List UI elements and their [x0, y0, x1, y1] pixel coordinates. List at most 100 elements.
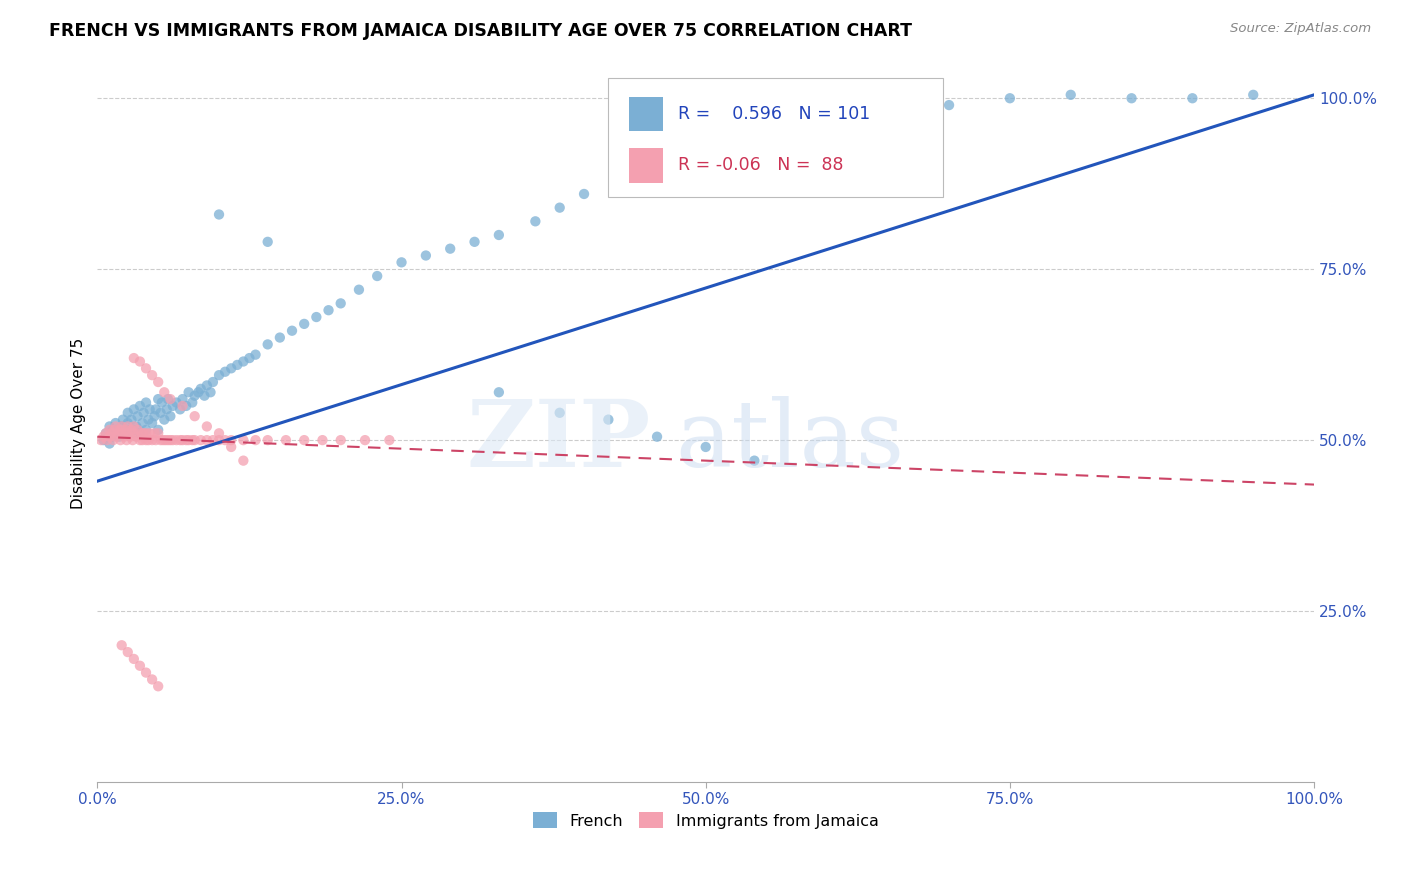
Point — [94, 426, 117, 441]
Point — [122, 419, 145, 434]
Point — [125, 419, 148, 434]
Point — [366, 268, 388, 283]
Point — [159, 409, 181, 424]
Point — [744, 453, 766, 467]
Point — [112, 430, 135, 444]
Point — [145, 402, 167, 417]
Point — [172, 433, 194, 447]
Point — [169, 402, 191, 417]
Point — [155, 433, 177, 447]
Legend: French, Immigrants from Jamaica: French, Immigrants from Jamaica — [526, 805, 884, 835]
Point — [129, 426, 152, 441]
Point — [111, 419, 134, 434]
Point — [548, 406, 571, 420]
Point — [115, 433, 138, 447]
Point — [183, 409, 205, 424]
Point — [143, 426, 166, 441]
Point — [183, 433, 205, 447]
Point — [110, 433, 132, 447]
Point — [108, 430, 131, 444]
Point — [98, 430, 121, 444]
Point — [488, 385, 510, 400]
Point — [149, 433, 172, 447]
Point — [141, 673, 163, 687]
Point — [464, 235, 486, 249]
Point — [378, 433, 401, 447]
Point — [226, 358, 249, 372]
Point — [305, 310, 328, 324]
Point — [117, 419, 139, 434]
Point — [201, 433, 224, 447]
Point — [187, 385, 209, 400]
Point — [148, 423, 170, 437]
Point — [93, 430, 115, 444]
Point — [181, 395, 204, 409]
Point — [141, 368, 163, 383]
Point — [208, 426, 231, 441]
Point — [174, 399, 197, 413]
Point — [645, 160, 668, 174]
Point — [190, 382, 212, 396]
Point — [132, 406, 155, 420]
Point — [104, 419, 127, 434]
Point — [148, 392, 170, 406]
Point — [111, 638, 134, 652]
Point — [172, 392, 194, 406]
Point — [132, 426, 155, 441]
Point — [127, 409, 149, 424]
Point — [101, 423, 124, 437]
Point — [311, 433, 333, 447]
Point — [718, 139, 741, 153]
Point — [101, 433, 124, 447]
Point — [149, 406, 172, 420]
FancyBboxPatch shape — [628, 97, 664, 131]
Point — [1060, 87, 1083, 102]
Point — [107, 426, 129, 441]
Point — [156, 402, 179, 417]
Point — [1241, 87, 1264, 102]
Point — [120, 426, 142, 441]
Point — [96, 433, 118, 447]
Point — [488, 227, 510, 242]
Point — [695, 440, 717, 454]
Point — [193, 389, 215, 403]
Point — [200, 385, 222, 400]
Point — [354, 433, 377, 447]
Point — [598, 412, 620, 426]
Point — [274, 433, 297, 447]
Point — [415, 248, 437, 262]
Point — [98, 419, 121, 434]
Text: R =    0.596   N = 101: R = 0.596 N = 101 — [678, 105, 870, 123]
Point — [117, 426, 139, 441]
Point — [792, 125, 814, 139]
Point — [177, 385, 200, 400]
Point — [98, 436, 121, 450]
Point — [117, 416, 139, 430]
Point — [219, 361, 242, 376]
Point — [165, 433, 187, 447]
Point — [148, 375, 170, 389]
Point — [329, 433, 352, 447]
Point — [111, 412, 134, 426]
Point — [127, 423, 149, 437]
Point — [145, 433, 167, 447]
Point — [122, 652, 145, 666]
Point — [135, 423, 157, 437]
Point — [865, 112, 887, 126]
Point — [156, 433, 179, 447]
Point — [682, 145, 704, 160]
Point — [125, 430, 148, 444]
Text: FRENCH VS IMMIGRANTS FROM JAMAICA DISABILITY AGE OVER 75 CORRELATION CHART: FRENCH VS IMMIGRANTS FROM JAMAICA DISABI… — [49, 22, 912, 40]
Point — [104, 416, 127, 430]
Point — [169, 433, 191, 447]
Point — [214, 365, 236, 379]
Point — [138, 402, 160, 417]
Point — [94, 426, 117, 441]
Point — [548, 201, 571, 215]
Point — [135, 665, 157, 680]
Point — [135, 426, 157, 441]
Point — [183, 389, 205, 403]
Text: ZIP: ZIP — [467, 396, 651, 486]
Point — [138, 433, 160, 447]
Point — [122, 402, 145, 417]
